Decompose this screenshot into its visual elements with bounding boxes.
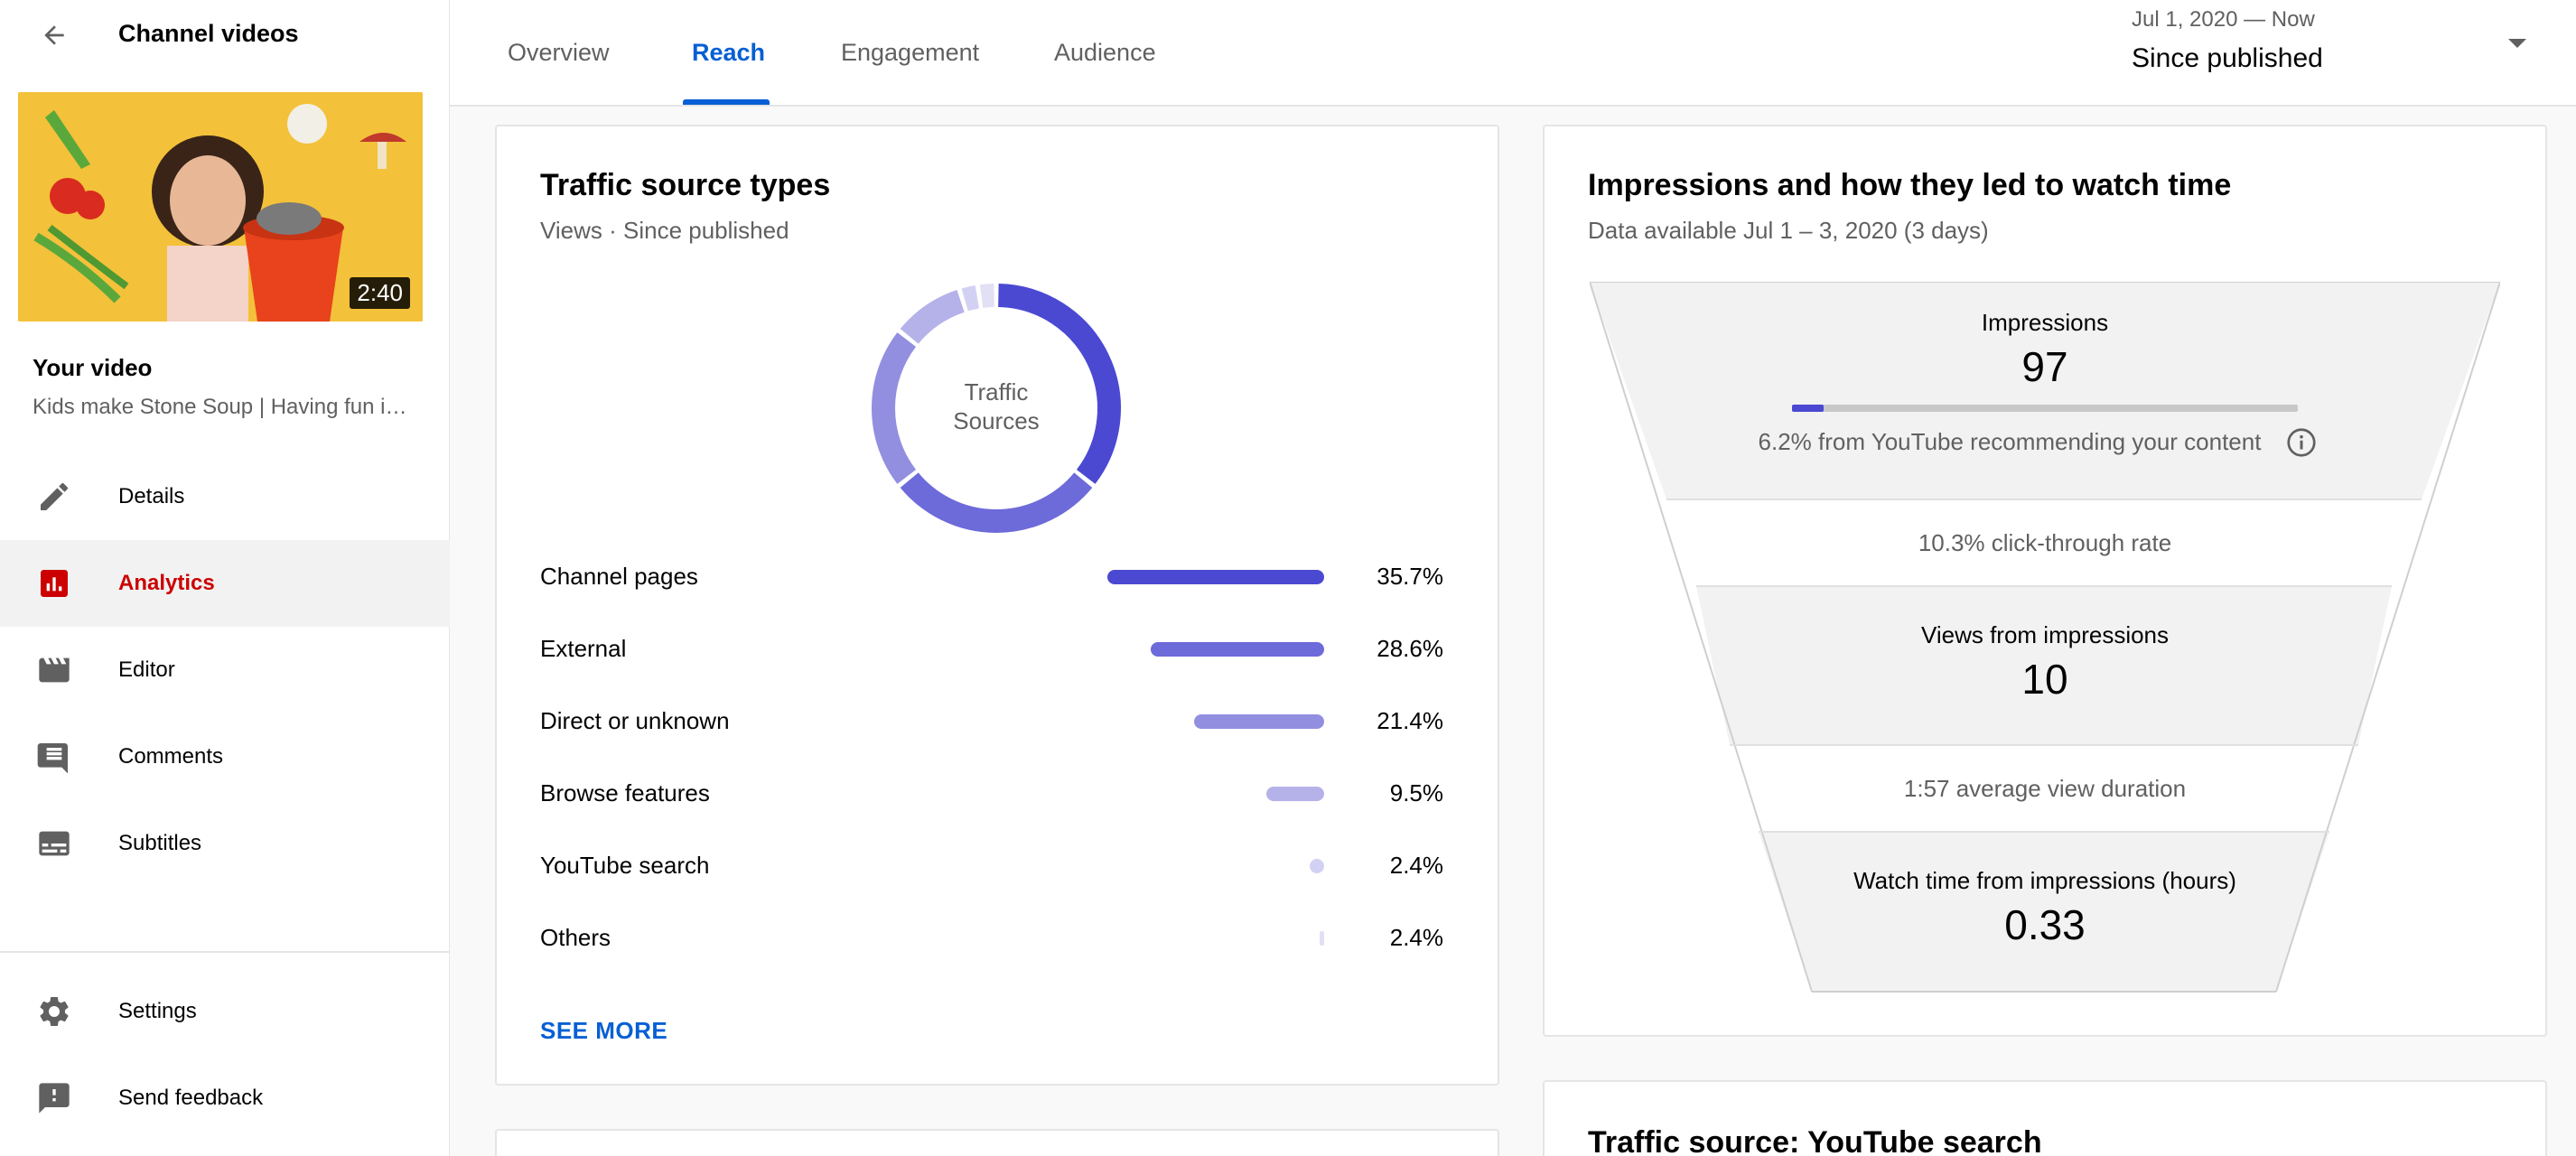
- active-tab-indicator: [683, 99, 770, 105]
- impressions-card-title: Impressions and how they led to watch ti…: [1588, 168, 2232, 202]
- traffic-source-label: External: [540, 635, 627, 662]
- sidebar-item-analytics[interactable]: Analytics: [0, 540, 450, 627]
- traffic-source-bar: [1320, 931, 1324, 946]
- sidebar-item-label: Settings: [118, 999, 197, 1023]
- analytics-icon: [34, 564, 74, 603]
- traffic-source-bar: [1194, 714, 1324, 729]
- impressions-block: Impressions 97: [1774, 309, 2316, 391]
- sidebar-item-label: Subtitles: [118, 831, 202, 855]
- sidebar-item-label: Editor: [118, 657, 175, 682]
- tab-audience[interactable]: Audience: [1054, 38, 1156, 66]
- see-more-link[interactable]: SEE MORE: [540, 1017, 668, 1044]
- donut-slice: [961, 284, 980, 312]
- traffic-source-label: YouTube search: [540, 852, 710, 879]
- traffic-donut-chart: [872, 284, 1121, 533]
- traffic-source-row: Browse features 9.5%: [540, 776, 1443, 812]
- sidebar: Channel videos 2:40 Your video Kids make…: [0, 0, 450, 1156]
- donut-slice: [997, 284, 1121, 484]
- donut-slice: [900, 290, 966, 344]
- traffic-source-percent: 2.4%: [1389, 852, 1443, 879]
- sidebar-item-send-feedback[interactable]: Send feedback: [0, 1055, 450, 1142]
- subtitles-icon: [34, 824, 74, 863]
- traffic-source-label: Direct or unknown: [540, 707, 730, 734]
- video-title: Kids make Stone Soup | Having fun in the…: [33, 395, 412, 419]
- traffic-source-row: Others 2.4%: [540, 920, 1443, 956]
- traffic-source-percent: 35.7%: [1377, 563, 1443, 590]
- sidebar-item-comments[interactable]: Comments: [0, 713, 450, 800]
- recommendation-progress-fill: [1792, 405, 1824, 412]
- video-thumbnail[interactable]: 2:40: [18, 92, 423, 322]
- impressions-label: Impressions: [1981, 309, 2109, 336]
- views-block: Views from impressions 10: [1774, 621, 2316, 704]
- comment-icon: [34, 737, 74, 777]
- traffic-source-label: Others: [540, 924, 611, 951]
- views-value: 10: [2021, 656, 2068, 703]
- traffic-card-title: Traffic source types: [540, 168, 831, 202]
- donut-slice: [872, 332, 917, 484]
- traffic-source-card: [495, 125, 1499, 1086]
- youtube-search-card: [1543, 1080, 2547, 1156]
- donut-slice: [900, 472, 1093, 533]
- sidebar-item-label: Details: [118, 484, 185, 508]
- watch-time-value: 0.33: [2004, 901, 2086, 948]
- impressions-card-subtitle: Data available Jul 1 – 3, 2020 (3 days): [1588, 217, 1989, 244]
- sidebar-item-settings[interactable]: Settings: [0, 968, 450, 1055]
- sidebar-item-subtitles[interactable]: Subtitles: [0, 800, 450, 887]
- traffic-source-label: Channel pages: [540, 563, 698, 590]
- date-range-selector[interactable]: Jul 1, 2020 — Now Since published: [2132, 7, 2538, 98]
- ctr-text: 10.3% click-through rate: [1918, 529, 2172, 556]
- watch-time-label: Watch time from impressions (hours): [1853, 867, 2236, 894]
- gear-icon: [34, 992, 74, 1031]
- video-duration: 2:40: [350, 277, 410, 309]
- info-icon[interactable]: [2285, 426, 2318, 459]
- traffic-source-percent: 21.4%: [1377, 707, 1443, 734]
- analytics-tab-bar: Overview Reach Engagement Audience: [450, 0, 2576, 107]
- impressions-funnel: [1590, 282, 2500, 993]
- traffic-card-subtitle: Views · Since published: [540, 217, 789, 244]
- lower-left-card: [495, 1129, 1499, 1156]
- sidebar-divider: [0, 951, 450, 953]
- your-video-label: Your video: [33, 354, 153, 381]
- traffic-source-percent: 28.6%: [1377, 635, 1443, 662]
- clapperboard-icon: [34, 650, 74, 690]
- sidebar-item-label: Send feedback: [118, 1086, 264, 1110]
- avg-view-duration-text: 1:57 average view duration: [1903, 775, 2187, 802]
- sidebar-item-label: Comments: [118, 744, 224, 769]
- tab-engagement[interactable]: Engagement: [841, 38, 980, 66]
- traffic-source-bar: [1107, 570, 1324, 584]
- recommendation-text: 6.2% from YouTube recommending your cont…: [1758, 428, 2262, 455]
- traffic-source-row: External 28.6%: [540, 631, 1443, 667]
- traffic-source-bar: [1150, 642, 1324, 657]
- sidebar-item-editor[interactable]: Editor: [0, 627, 450, 713]
- sidebar-title: Channel videos: [118, 20, 299, 47]
- date-range-dates: Jul 1, 2020 — Now: [2132, 7, 2315, 32]
- sidebar-item-details[interactable]: Details: [0, 453, 450, 540]
- traffic-source-row: YouTube search 2.4%: [540, 848, 1443, 884]
- youtube-search-card-title: Traffic source: YouTube search: [1588, 1125, 2042, 1156]
- dropdown-arrow-icon[interactable]: [2506, 34, 2529, 52]
- donut-slice: [979, 284, 995, 308]
- traffic-source-label: Browse features: [540, 779, 710, 806]
- traffic-source-row: Channel pages 35.7%: [540, 559, 1443, 595]
- pencil-icon: [34, 477, 74, 517]
- traffic-source-bar: [1266, 787, 1324, 801]
- traffic-source-bar: [1310, 859, 1324, 873]
- traffic-source-row: Direct or unknown 21.4%: [540, 704, 1443, 740]
- feedback-icon: [34, 1078, 74, 1118]
- date-range-label: Since published: [2132, 43, 2323, 73]
- tab-overview[interactable]: Overview: [508, 38, 610, 66]
- traffic-source-percent: 2.4%: [1389, 924, 1443, 951]
- donut-center-label: Traffic Sources: [953, 378, 1040, 434]
- views-label: Views from impressions: [1920, 621, 2170, 648]
- back-arrow-icon[interactable]: [33, 16, 76, 54]
- sidebar-item-label: Analytics: [118, 571, 215, 595]
- impressions-value: 97: [2021, 343, 2068, 390]
- traffic-source-percent: 9.5%: [1389, 779, 1443, 806]
- watch-time-block: Watch time from impressions (hours) 0.33: [1774, 867, 2316, 949]
- recommendation-progress-track: [1792, 405, 2298, 412]
- tab-reach[interactable]: Reach: [692, 38, 766, 66]
